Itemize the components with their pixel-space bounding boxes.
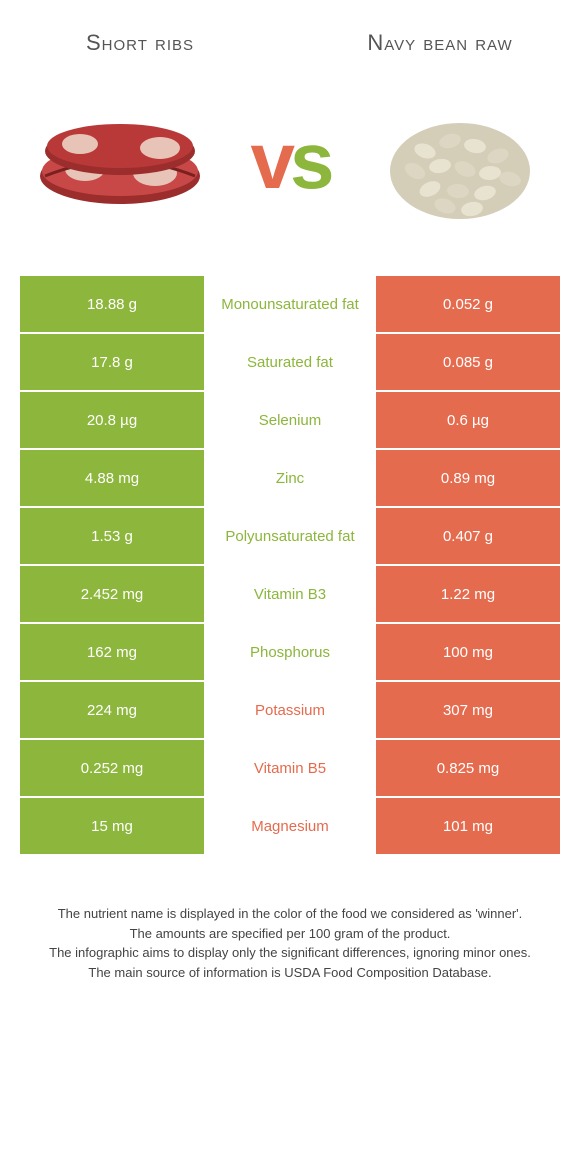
left-food-image: [30, 76, 210, 246]
header: Short ribs Navy bean raw: [0, 0, 580, 76]
left-value: 162 mg: [20, 624, 204, 680]
right-food-title: Navy bean raw: [340, 30, 540, 56]
nutrient-label: Monounsaturated fat: [204, 276, 376, 332]
footer-line: The main source of information is USDA F…: [30, 963, 550, 983]
left-food-title: Short ribs: [40, 30, 240, 56]
right-value: 0.085 g: [376, 334, 560, 390]
left-value: 1.53 g: [20, 508, 204, 564]
footer-line: The amounts are specified per 100 gram o…: [30, 924, 550, 944]
vs-label: vs: [251, 115, 330, 207]
nutrient-label: Saturated fat: [204, 334, 376, 390]
left-value: 0.252 mg: [20, 740, 204, 796]
footer-line: The infographic aims to display only the…: [30, 943, 550, 963]
nutrient-label: Vitamin B5: [204, 740, 376, 796]
table-row: 20.8 µgSelenium0.6 µg: [20, 392, 560, 448]
right-value: 1.22 mg: [376, 566, 560, 622]
nutrient-label: Phosphorus: [204, 624, 376, 680]
left-value: 4.88 mg: [20, 450, 204, 506]
right-value: 0.407 g: [376, 508, 560, 564]
table-row: 2.452 mgVitamin B31.22 mg: [20, 566, 560, 622]
left-value: 17.8 g: [20, 334, 204, 390]
footer-line: The nutrient name is displayed in the co…: [30, 904, 550, 924]
nutrient-label: Magnesium: [204, 798, 376, 854]
left-value: 15 mg: [20, 798, 204, 854]
table-row: 162 mgPhosphorus100 mg: [20, 624, 560, 680]
nutrient-table: 18.88 gMonounsaturated fat0.052 g17.8 gS…: [20, 276, 560, 854]
nutrient-label: Vitamin B3: [204, 566, 376, 622]
table-row: 18.88 gMonounsaturated fat0.052 g: [20, 276, 560, 332]
table-row: 0.252 mgVitamin B50.825 mg: [20, 740, 560, 796]
left-value: 224 mg: [20, 682, 204, 738]
right-value: 0.825 mg: [376, 740, 560, 796]
footer-notes: The nutrient name is displayed in the co…: [30, 904, 550, 982]
nutrient-label: Potassium: [204, 682, 376, 738]
table-row: 17.8 gSaturated fat0.085 g: [20, 334, 560, 390]
table-row: 224 mgPotassium307 mg: [20, 682, 560, 738]
navy-beans-icon: [380, 91, 540, 231]
nutrient-label: Zinc: [204, 450, 376, 506]
right-food-image: [370, 76, 550, 246]
left-value: 2.452 mg: [20, 566, 204, 622]
right-value: 0.052 g: [376, 276, 560, 332]
right-value: 0.89 mg: [376, 450, 560, 506]
hero-row: vs: [0, 76, 580, 276]
right-value: 100 mg: [376, 624, 560, 680]
right-value: 101 mg: [376, 798, 560, 854]
table-row: 1.53 gPolyunsaturated fat0.407 g: [20, 508, 560, 564]
nutrient-label: Polyunsaturated fat: [204, 508, 376, 564]
table-row: 15 mgMagnesium101 mg: [20, 798, 560, 854]
right-value: 307 mg: [376, 682, 560, 738]
nutrient-label: Selenium: [204, 392, 376, 448]
right-value: 0.6 µg: [376, 392, 560, 448]
table-row: 4.88 mgZinc0.89 mg: [20, 450, 560, 506]
left-value: 20.8 µg: [20, 392, 204, 448]
left-value: 18.88 g: [20, 276, 204, 332]
short-ribs-icon: [30, 101, 210, 221]
